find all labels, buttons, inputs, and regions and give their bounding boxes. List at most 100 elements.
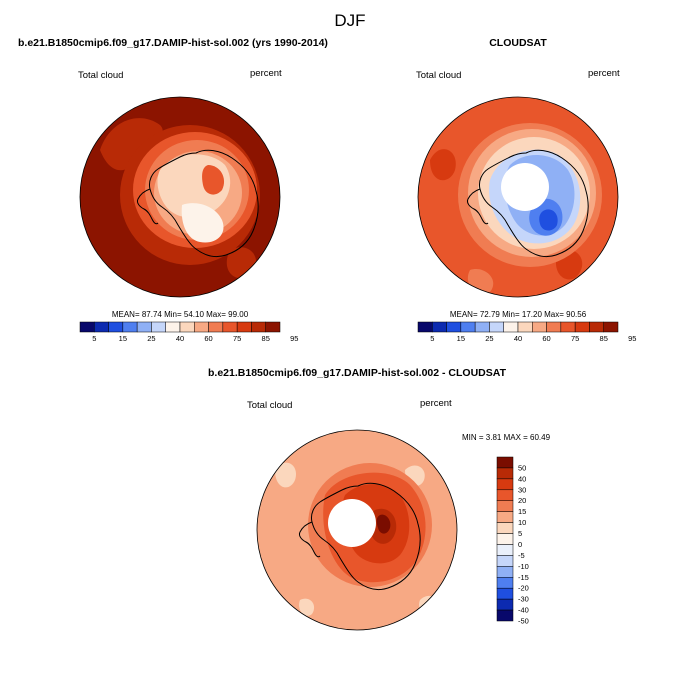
- diff-colorbar-tick-label: -50: [518, 617, 529, 626]
- model-colorbar-cell: [151, 321, 166, 333]
- model-colorbar-tick-label: 25: [147, 334, 155, 343]
- model-panel-title: b.e21.B1850cmip6.f09_g17.DAMIP-hist-sol.…: [18, 37, 328, 49]
- diff-colorbar-tick-label: 30: [518, 485, 526, 494]
- obs-colorbar-tick-label: 40: [514, 334, 522, 343]
- model-colorbar-cell: [265, 321, 281, 333]
- diff-colorbar-tick-label: 20: [518, 496, 526, 505]
- model-colorbar-tick-label: 85: [262, 334, 270, 343]
- diff-colorbar-cell: [496, 555, 514, 567]
- diff-colorbar-tick-label: 0: [518, 540, 522, 549]
- diff-colorbar-tick-label: 40: [518, 474, 526, 483]
- diff-colorbar-tick-label: -40: [518, 606, 529, 615]
- diff-colorbar-tick-label: -10: [518, 562, 529, 571]
- model-colorbar-cell: [94, 321, 109, 333]
- obs-map-border: [417, 96, 619, 298]
- obs-colorbar-cell: [474, 321, 490, 333]
- diff-map: [257, 430, 457, 630]
- obs-colorbar-cell: [546, 321, 562, 333]
- model-colorbar-tick-label: 75: [233, 334, 241, 343]
- model-colorbar-cell: [251, 321, 266, 333]
- diff-colorbar-cell: [496, 500, 514, 512]
- diff-colorbar-cell: [496, 467, 514, 480]
- page-title: DJF: [334, 11, 365, 30]
- diff-colorbar-tick-label: -5: [518, 551, 525, 560]
- obs-colorbar-cell: [417, 321, 433, 333]
- diff-colorbar-cell: [496, 489, 514, 501]
- model-colorbar-cell: [165, 321, 181, 333]
- diff-colorbar-tick-label: 15: [518, 507, 526, 516]
- obs-colorbar-tick-label: 60: [542, 334, 550, 343]
- obs-colorbar-tick-label: 15: [457, 334, 465, 343]
- obs-colorbar-cell: [560, 321, 576, 333]
- obs-colorbar-cell: [489, 321, 504, 333]
- model-map: [80, 97, 280, 297]
- model-colorbar-cell: [194, 321, 209, 333]
- model-map-border: [79, 96, 281, 298]
- diff-colorbar-tick-label: 10: [518, 518, 526, 527]
- model-colorbar-tick-label: 95: [290, 334, 298, 343]
- diff-colorbar-cell: [496, 511, 514, 523]
- obs-variable-label: Total cloud: [416, 70, 461, 81]
- model-colorbar-tick-label: 40: [176, 334, 184, 343]
- diff-colorbar-tick-label: 50: [518, 463, 526, 472]
- model-stats: MEAN= 87.74 Min= 54.10 Max= 99.00: [112, 310, 249, 319]
- diff-colorbar-cell: [496, 577, 514, 589]
- diff-panel-title: b.e21.B1850cmip6.f09_g17.DAMIP-hist-sol.…: [208, 367, 507, 379]
- model-colorbar-cell: [122, 321, 138, 333]
- obs-colorbar-cell: [460, 321, 476, 333]
- obs-colorbar: 5 15 25 40 60 75 85 95: [417, 321, 636, 343]
- model-units-label: percent: [250, 68, 282, 79]
- obs-colorbar-tick-label: 75: [571, 334, 579, 343]
- diff-units-label: percent: [420, 398, 452, 409]
- panel-obs: CLOUDSAT Total cloud percent MEAN= 72.79…: [416, 37, 636, 343]
- model-variable-label: Total cloud: [78, 70, 123, 81]
- obs-colorbar-tick-label: 5: [430, 334, 434, 343]
- panel-diff: b.e21.B1850cmip6.f09_g17.DAMIP-hist-sol.…: [208, 367, 551, 631]
- obs-colorbar-tick-label: 95: [628, 334, 636, 343]
- diff-colorbar-tick-label: -30: [518, 595, 529, 604]
- model-colorbar-cell: [136, 321, 152, 333]
- diff-variable-label: Total cloud: [247, 400, 292, 411]
- diff-colorbar-cell: [496, 456, 514, 469]
- diff-map-border: [256, 429, 458, 631]
- obs-map: [418, 97, 618, 297]
- diff-colorbar-cell: [496, 587, 514, 600]
- diff-colorbar-cell: [496, 598, 514, 611]
- model-colorbar-cell: [222, 321, 238, 333]
- obs-colorbar-tick-label: 25: [485, 334, 493, 343]
- model-colorbar-cell: [79, 321, 95, 333]
- panel-model: b.e21.B1850cmip6.f09_g17.DAMIP-hist-sol.…: [18, 37, 328, 343]
- model-colorbar: 5 15 25 40 60 75 85 95: [79, 321, 298, 343]
- diff-stats: MIN = 3.81 MAX = 60.49: [462, 433, 551, 442]
- diff-colorbar-cell: [496, 544, 514, 556]
- model-colorbar-tick-label: 5: [92, 334, 96, 343]
- diff-colorbar-cell: [496, 478, 514, 491]
- model-colorbar-cell: [179, 321, 195, 333]
- obs-stats: MEAN= 72.79 Min= 17.20 Max= 90.56: [450, 310, 587, 319]
- obs-colorbar-tick-label: 85: [600, 334, 608, 343]
- diff-colorbar-cell: [496, 566, 514, 578]
- obs-colorbar-cell: [589, 321, 604, 333]
- obs-colorbar-cell: [532, 321, 547, 333]
- obs-colorbar-cell: [446, 321, 462, 333]
- diff-colorbar-cell: [496, 533, 514, 545]
- diff-colorbar-cell: [496, 522, 514, 534]
- model-colorbar-cell: [236, 321, 252, 333]
- diff-colorbar-tick-label: -20: [518, 584, 529, 593]
- model-colorbar-cell: [208, 321, 224, 333]
- model-colorbar-tick-label: 60: [204, 334, 212, 343]
- diff-colorbar-tick-label: -15: [518, 573, 529, 582]
- obs-panel-title: CLOUDSAT: [489, 37, 547, 49]
- model-colorbar-tick-label: 15: [119, 334, 127, 343]
- obs-colorbar-cell: [432, 321, 447, 333]
- diff-colorbar-tick-label: 5: [518, 529, 522, 538]
- obs-colorbar-cell: [603, 321, 619, 333]
- model-colorbar-cell: [108, 321, 124, 333]
- obs-colorbar-cell: [517, 321, 533, 333]
- obs-colorbar-cell: [503, 321, 519, 333]
- obs-colorbar-cell: [574, 321, 590, 333]
- obs-units-label: percent: [588, 68, 620, 79]
